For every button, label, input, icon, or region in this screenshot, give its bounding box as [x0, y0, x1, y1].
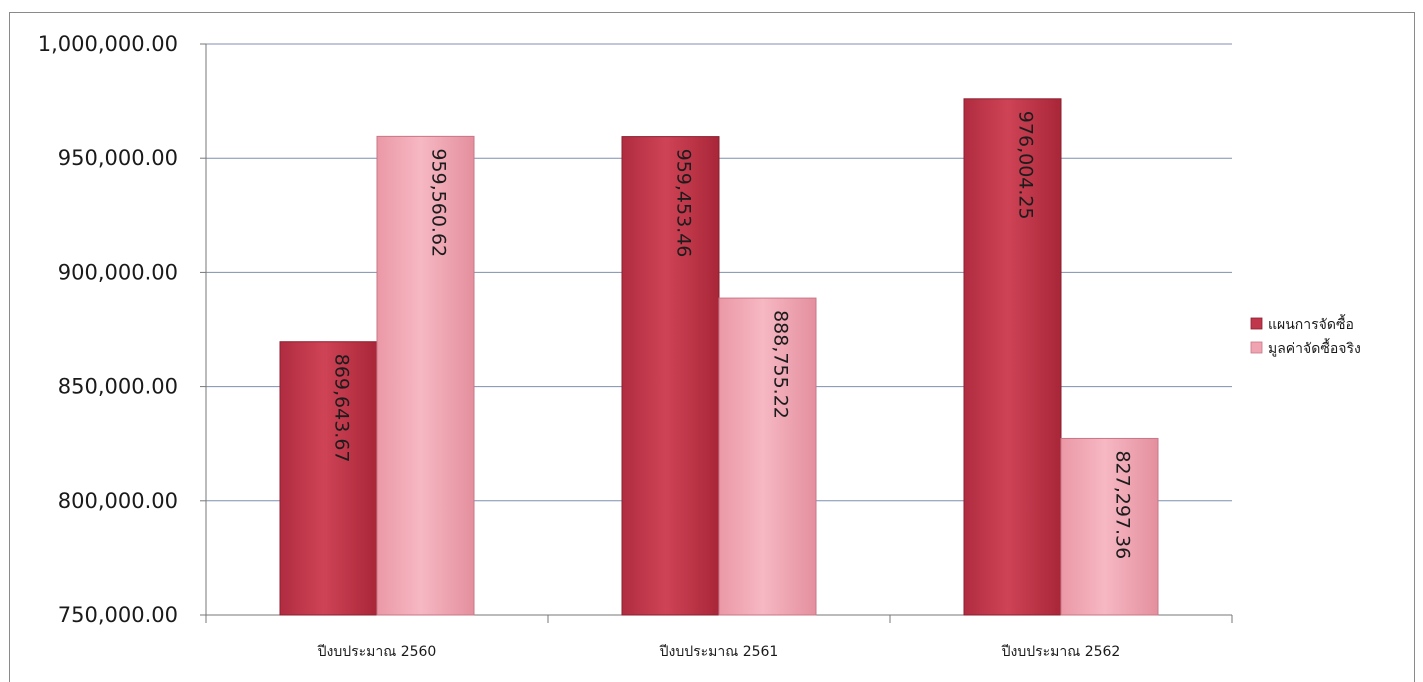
bar [963, 98, 1062, 616]
axes: 750,000.00 800,000.00 850,000.00 900,000.00… [38, 32, 1233, 660]
bar [621, 136, 720, 616]
data-labels: 869,643.67 959,560.62 959,453.46 888,755.22… [331, 111, 1134, 559]
x-tick-label: ปีงบประมาณ 2561 [659, 644, 778, 660]
y-tick-label: 850,000.00 [58, 375, 178, 399]
data-label: 959,560.62 [428, 148, 450, 257]
legend: แผนการจัดซื้อ มูลค่าจัดซื้อจริง [1250, 314, 1361, 357]
legend-swatch-actual [1250, 341, 1263, 354]
y-tick-label: 950,000.00 [58, 146, 178, 170]
x-tick-label: ปีงบประมาณ 2562 [1001, 644, 1120, 660]
bar [1060, 437, 1159, 616]
bar [376, 135, 475, 616]
bar [718, 297, 817, 616]
data-label: 869,643.67 [331, 354, 353, 463]
y-tick-label: 800,000.00 [58, 489, 178, 513]
chart-frame [9, 12, 1415, 682]
data-label: 976,004.25 [1015, 111, 1037, 220]
y-tick-label: 750,000.00 [58, 603, 178, 627]
legend-swatch-plan [1250, 317, 1263, 330]
legend-label-actual: มูลค่าจัดซื้อจริง [1268, 338, 1361, 357]
data-label: 888,755.22 [770, 310, 792, 419]
data-label: 827,297.36 [1112, 450, 1134, 559]
bars [279, 98, 1159, 616]
bar [279, 341, 378, 616]
legend-label-plan: แผนการจัดซื้อ [1268, 314, 1354, 333]
data-label: 959,453.46 [673, 149, 695, 258]
y-tick-label: 1,000,000.00 [38, 32, 178, 56]
y-tick-label: 900,000.00 [58, 260, 178, 284]
x-tick-label: ปีงบประมาณ 2560 [317, 644, 436, 660]
